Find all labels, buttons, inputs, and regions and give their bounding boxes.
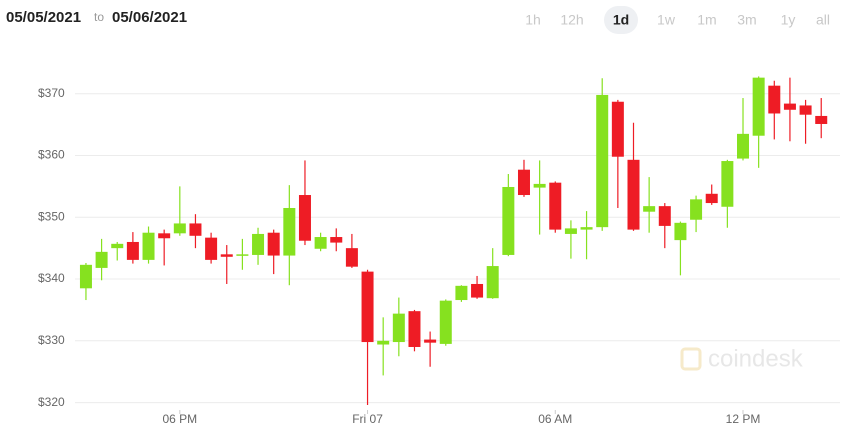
candle-body	[533, 183, 546, 188]
candle-body	[564, 228, 577, 234]
candle-body	[126, 241, 139, 260]
candle-body	[690, 199, 703, 220]
watermark: coindesk	[680, 345, 804, 372]
candle-body	[611, 101, 624, 157]
candle-body	[596, 94, 609, 228]
candle-body	[549, 182, 562, 230]
range-button[interactable]: 1w	[657, 12, 676, 28]
candle-body	[455, 285, 468, 301]
y-tick-label: $320	[38, 395, 65, 409]
candle-body	[111, 243, 124, 249]
candle-body	[627, 159, 640, 230]
candle-body	[580, 227, 593, 230]
candle-body	[517, 169, 530, 196]
candle-body	[643, 206, 656, 212]
range-button[interactable]: 1d	[613, 12, 629, 28]
range-button[interactable]: 1m	[697, 12, 716, 28]
range-button[interactable]: 12h	[560, 12, 583, 28]
range-button[interactable]: 1y	[781, 12, 796, 28]
y-tick-label: $360	[38, 148, 65, 162]
y-tick-label: $350	[38, 209, 65, 223]
candle-body	[408, 311, 421, 347]
start-date: 05/05/2021	[6, 9, 81, 26]
candle-body	[377, 340, 390, 345]
candle-body	[314, 237, 327, 249]
candle-body	[205, 237, 218, 260]
candle-body	[815, 115, 828, 124]
range-button[interactable]: 1h	[525, 12, 541, 28]
x-tick-label: 06 PM	[162, 412, 197, 426]
candle-body	[471, 283, 484, 298]
range-button[interactable]: all	[816, 12, 830, 28]
x-tick-label: Fri 07	[352, 412, 383, 426]
candle-body	[737, 133, 750, 159]
candle-body	[173, 223, 186, 234]
watermark-logo	[680, 347, 702, 371]
range-button[interactable]: 3m	[737, 12, 756, 28]
candle-body	[298, 195, 311, 241]
y-tick-label: $330	[38, 333, 65, 347]
candle-body	[361, 271, 374, 343]
candle-body	[705, 193, 718, 204]
active-range-bg	[604, 6, 638, 34]
candle-body	[189, 223, 202, 236]
candle-body	[392, 313, 405, 343]
candle-body	[486, 266, 499, 299]
x-tick-label: 12 PM	[726, 412, 761, 426]
candle-body	[79, 264, 92, 289]
candle-body	[236, 254, 249, 256]
candle-body	[330, 237, 343, 243]
candle-body	[721, 161, 734, 207]
candle-body	[424, 339, 437, 343]
candle-body	[658, 206, 671, 226]
end-date: 05/06/2021	[112, 9, 187, 26]
candle-body	[783, 103, 796, 110]
candle-body	[252, 233, 265, 255]
candle-body	[142, 232, 155, 260]
candle-body	[439, 300, 452, 344]
candle-body	[502, 186, 515, 255]
y-tick-label: $340	[38, 271, 65, 285]
candle-body	[674, 222, 687, 241]
candle-body	[752, 77, 765, 136]
watermark-text: coindesk	[708, 345, 804, 372]
candle-body	[95, 251, 108, 268]
candle-body	[768, 85, 781, 114]
date-separator: to	[94, 10, 104, 24]
candle-body	[267, 232, 280, 256]
candle-body	[799, 105, 812, 115]
candle-body	[158, 233, 171, 239]
candle-body	[220, 254, 233, 257]
candle-body	[283, 207, 296, 256]
candle-body	[345, 248, 358, 267]
y-tick-label: $370	[38, 86, 65, 100]
x-tick-label: 06 AM	[538, 412, 572, 426]
